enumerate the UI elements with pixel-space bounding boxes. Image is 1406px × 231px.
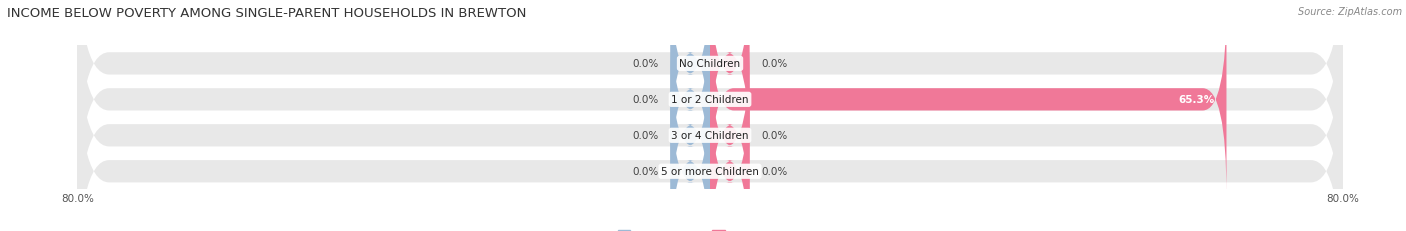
FancyBboxPatch shape: [671, 0, 710, 160]
Text: 0.0%: 0.0%: [633, 59, 658, 69]
FancyBboxPatch shape: [710, 0, 749, 160]
FancyBboxPatch shape: [671, 4, 710, 196]
Text: Source: ZipAtlas.com: Source: ZipAtlas.com: [1298, 7, 1402, 17]
Text: 0.0%: 0.0%: [633, 131, 658, 141]
FancyBboxPatch shape: [77, 0, 1343, 231]
Text: INCOME BELOW POVERTY AMONG SINGLE-PARENT HOUSEHOLDS IN BREWTON: INCOME BELOW POVERTY AMONG SINGLE-PARENT…: [7, 7, 526, 20]
FancyBboxPatch shape: [671, 40, 710, 231]
Text: 0.0%: 0.0%: [762, 131, 787, 141]
Text: 0.0%: 0.0%: [762, 167, 787, 176]
Text: 65.3%: 65.3%: [1178, 95, 1215, 105]
Text: 3 or 4 Children: 3 or 4 Children: [671, 131, 749, 141]
Text: No Children: No Children: [679, 59, 741, 69]
Text: 0.0%: 0.0%: [762, 59, 787, 69]
FancyBboxPatch shape: [671, 75, 710, 231]
Legend: Single Father, Single Mother: Single Father, Single Mother: [614, 226, 806, 231]
Text: 5 or more Children: 5 or more Children: [661, 167, 759, 176]
FancyBboxPatch shape: [710, 4, 1226, 196]
Text: 0.0%: 0.0%: [633, 167, 658, 176]
FancyBboxPatch shape: [710, 40, 749, 231]
FancyBboxPatch shape: [710, 75, 749, 231]
FancyBboxPatch shape: [77, 0, 1343, 196]
FancyBboxPatch shape: [77, 4, 1343, 231]
FancyBboxPatch shape: [77, 40, 1343, 231]
Text: 0.0%: 0.0%: [633, 95, 658, 105]
Text: 1 or 2 Children: 1 or 2 Children: [671, 95, 749, 105]
